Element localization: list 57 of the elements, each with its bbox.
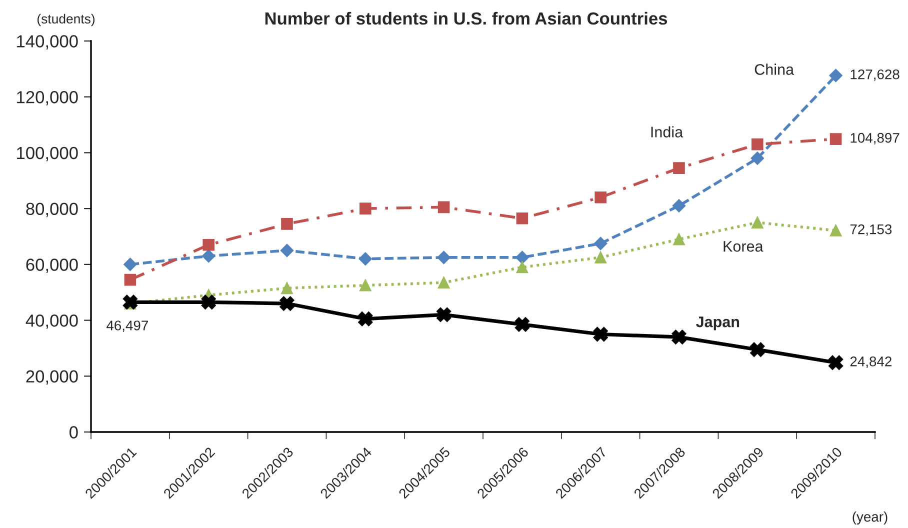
y-tick-label: 140,000 — [17, 35, 78, 50]
point — [359, 279, 372, 292]
point — [673, 233, 685, 246]
point — [124, 274, 136, 286]
series-label: Japan — [696, 316, 740, 330]
chart-title: Number of students in U.S. from Asian Countries — [265, 12, 668, 25]
point — [751, 138, 764, 150]
text: China — [754, 64, 794, 75]
point — [672, 330, 686, 344]
point — [750, 342, 765, 357]
series-label: Korea — [724, 241, 764, 252]
point — [673, 162, 685, 174]
point — [594, 191, 607, 204]
point — [202, 238, 215, 251]
point — [516, 212, 528, 224]
point — [202, 249, 216, 263]
y-tick-label: 120,000 — [17, 91, 78, 106]
point — [281, 218, 293, 230]
point — [751, 216, 764, 228]
y-tick-label: 60,000 — [26, 258, 78, 273]
data-label: 104,897 — [850, 132, 900, 144]
point — [593, 326, 608, 342]
y-tick-label: 0 — [70, 426, 78, 438]
y-tick-label: 20,000 — [26, 370, 78, 385]
series-label: India — [651, 126, 684, 138]
point — [358, 312, 373, 326]
point — [830, 224, 842, 236]
point — [514, 317, 530, 332]
point — [124, 258, 137, 272]
data-label: 72,153 — [850, 224, 892, 236]
point — [750, 152, 764, 165]
point — [829, 68, 842, 82]
point — [437, 250, 450, 264]
point — [830, 133, 842, 145]
point — [828, 355, 844, 370]
point — [516, 261, 528, 274]
y-tick-label: 100,000 — [17, 146, 78, 162]
point — [281, 282, 293, 294]
point — [280, 244, 294, 258]
point — [280, 296, 294, 311]
y-tick-label: 40,000 — [26, 314, 78, 329]
point — [594, 236, 608, 250]
y-tick-label: 80,000 — [26, 202, 78, 218]
x-axis-title: (year) — [852, 512, 888, 524]
point — [594, 252, 607, 264]
y-axis-title: (students) — [37, 14, 95, 26]
point — [438, 201, 450, 214]
data-label: 127,628 — [850, 69, 900, 81]
point — [358, 252, 372, 266]
data-label: 46,497 — [106, 320, 148, 332]
point — [436, 307, 452, 322]
point — [201, 294, 216, 310]
data-label: 24,842 — [850, 356, 892, 368]
point — [516, 250, 529, 264]
point — [359, 202, 372, 214]
point — [438, 276, 450, 288]
point — [672, 199, 686, 212]
